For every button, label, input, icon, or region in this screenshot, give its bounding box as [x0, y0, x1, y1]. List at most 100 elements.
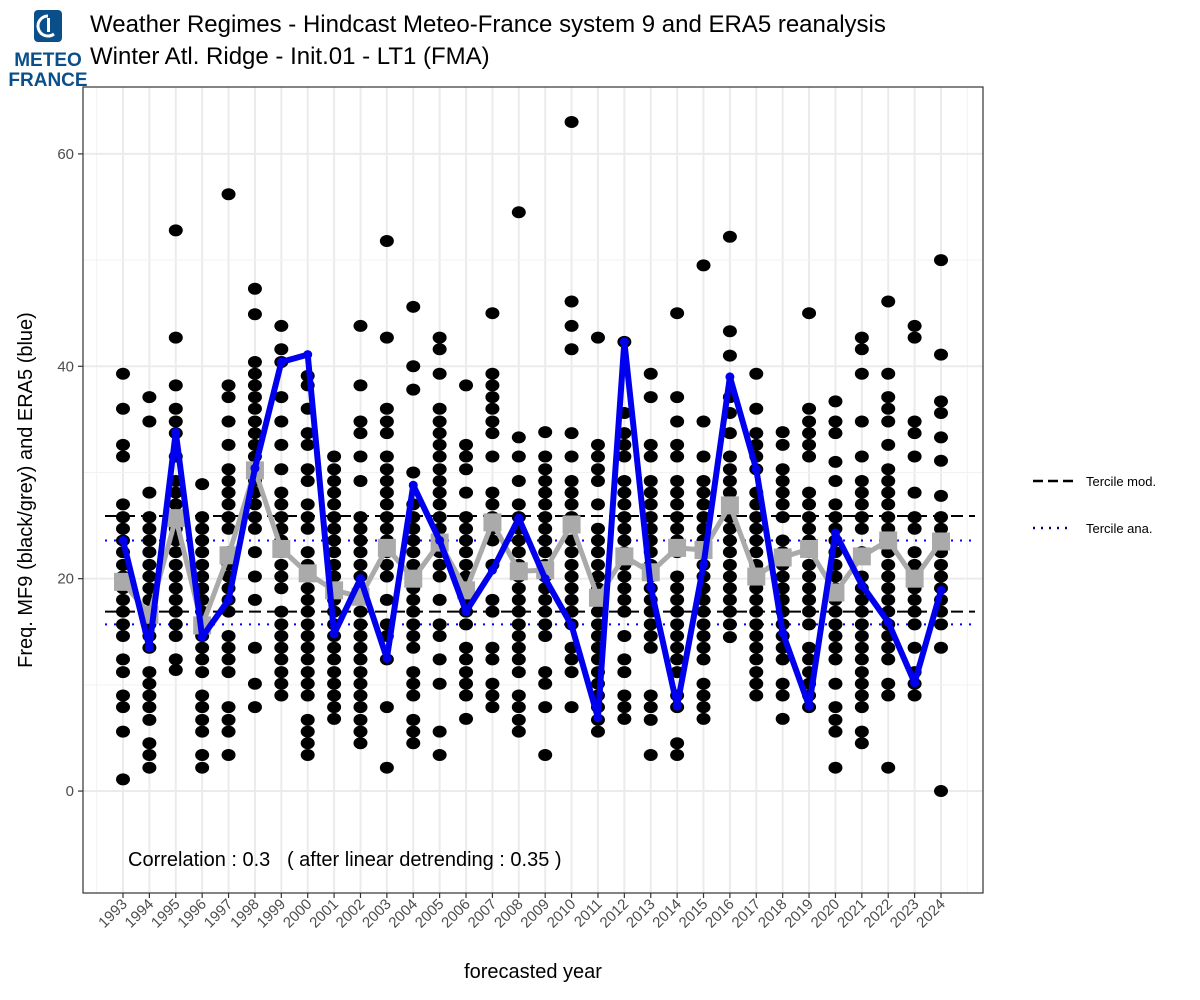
member-point	[722, 450, 737, 463]
member-point	[538, 748, 553, 761]
member-point	[881, 367, 896, 380]
era5-point	[619, 337, 629, 347]
member-point	[590, 522, 605, 535]
member-point	[221, 498, 236, 511]
member-point	[564, 295, 579, 308]
member-point	[406, 618, 421, 631]
member-point	[142, 570, 157, 583]
member-point	[300, 546, 315, 559]
member-point	[802, 618, 817, 631]
member-point	[327, 450, 342, 463]
member-point	[195, 511, 210, 524]
member-point	[195, 713, 210, 726]
member-point	[116, 701, 130, 714]
member-point	[854, 498, 869, 511]
member-point	[116, 725, 130, 738]
member-point	[274, 605, 289, 618]
member-point	[696, 653, 711, 666]
x-tick-label: 1993	[95, 896, 131, 932]
member-point	[247, 379, 262, 392]
member-point	[617, 712, 632, 725]
member-point	[168, 593, 183, 606]
member-point	[696, 605, 711, 618]
member-point	[459, 511, 474, 524]
member-point	[485, 498, 500, 511]
member-point	[511, 534, 526, 547]
member-point	[881, 415, 896, 428]
member-point	[828, 427, 843, 440]
y-axis-label: Freq. MF9 (black/grey) and ERA5 (blue)	[15, 312, 37, 668]
member-point	[353, 558, 368, 571]
member-point	[696, 689, 711, 702]
member-point	[485, 391, 500, 404]
member-point	[590, 605, 605, 618]
x-tick-label: 2014	[649, 896, 685, 932]
member-point	[934, 558, 948, 571]
member-point	[802, 593, 817, 606]
member-point	[353, 427, 368, 440]
member-point	[511, 630, 526, 643]
model-mean-point	[509, 562, 528, 581]
plot-panel-border	[82, 86, 984, 894]
member-point	[327, 689, 342, 702]
member-point	[406, 534, 421, 547]
era5-point	[672, 701, 682, 711]
member-point	[379, 402, 394, 415]
model-mean-point	[720, 496, 739, 515]
member-point	[564, 427, 579, 440]
member-point	[274, 343, 289, 356]
member-point	[802, 402, 817, 415]
member-point	[934, 395, 948, 408]
member-point	[643, 486, 658, 499]
member-point	[907, 546, 922, 559]
member-point	[802, 570, 817, 583]
member-point	[617, 511, 632, 524]
member-point	[802, 511, 817, 524]
legend-label-tercile-mod: Tercile mod.	[1086, 474, 1156, 489]
member-point	[142, 677, 157, 690]
member-point	[881, 391, 896, 404]
member-point	[643, 474, 658, 487]
member-point	[274, 438, 289, 451]
member-point	[116, 653, 130, 666]
era5-point	[144, 643, 154, 653]
member-point	[828, 395, 843, 408]
member-point	[538, 522, 553, 535]
era5-point	[382, 653, 392, 663]
member-point	[775, 653, 790, 666]
member-point	[379, 522, 394, 535]
member-point	[775, 677, 790, 690]
member-point	[168, 582, 183, 595]
member-point	[881, 689, 896, 702]
member-point	[564, 558, 579, 571]
member-point	[300, 605, 315, 618]
member-point	[617, 701, 632, 714]
member-point	[907, 511, 922, 524]
member-point	[907, 415, 922, 428]
member-point	[881, 438, 896, 451]
member-point	[881, 558, 896, 571]
member-point	[828, 498, 843, 511]
member-point	[828, 701, 843, 714]
member-point	[881, 641, 896, 654]
member-point	[142, 511, 157, 524]
member-point	[432, 450, 447, 463]
era5-point	[593, 713, 603, 723]
member-point	[142, 761, 157, 774]
x-tick-label: 2022	[860, 896, 896, 932]
member-point	[379, 450, 394, 463]
member-point	[511, 713, 526, 726]
member-point	[300, 522, 315, 535]
member-point	[432, 331, 447, 344]
member-point	[722, 349, 737, 362]
member-point	[907, 331, 922, 344]
member-point	[168, 486, 183, 499]
member-point	[802, 415, 817, 428]
model-mean-point	[562, 515, 581, 534]
y-axis: 0 20 40 60	[57, 146, 83, 800]
member-point	[247, 593, 262, 606]
member-point	[538, 701, 553, 714]
x-tick-label: 2004	[385, 896, 421, 932]
member-point	[881, 582, 896, 595]
member-point	[195, 725, 210, 738]
